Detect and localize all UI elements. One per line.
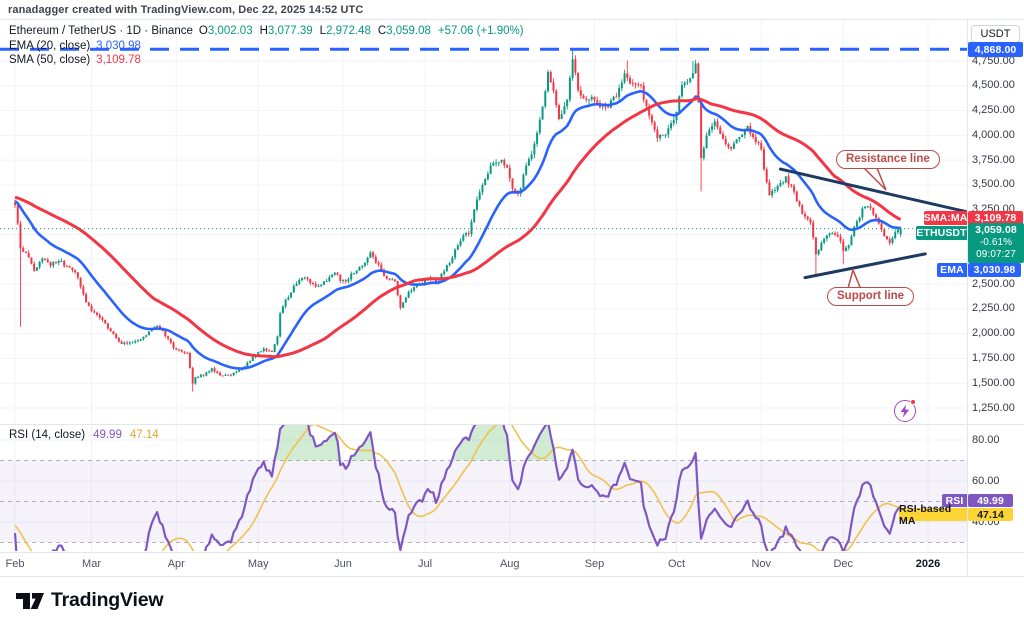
- change-value: +57.06 (+1.90%): [437, 25, 524, 38]
- time-tick-label: Nov: [751, 558, 772, 570]
- time-tick-label: Feb: [5, 558, 25, 570]
- currency-toggle-button[interactable]: USDT: [971, 25, 1020, 43]
- price-axis-border: [967, 19, 968, 576]
- price-tick-label: 1,250.00: [972, 401, 1015, 414]
- rsi-ma-badge-label: RSI-based MA: [899, 503, 967, 527]
- ohlc-values: O 3,002.03 H 3,077.39 L 2,972.48 C 3,059.08 …: [199, 25, 524, 37]
- footer-logo[interactable]: TradingView: [16, 589, 164, 612]
- close-label: C: [377, 25, 387, 38]
- open-label: O: [198, 25, 208, 38]
- ema-legend-value: 3,030.98: [96, 39, 141, 52]
- price-tick-label: 2,250.00: [972, 302, 1015, 315]
- tradingview-logo-icon: [16, 592, 44, 609]
- symbol-badge-label: ETHUSDT: [916, 226, 967, 240]
- sma-badge-label: SMA:MA: [923, 211, 968, 225]
- close-value: 3,059.08: [386, 25, 431, 38]
- lightning-icon: [900, 404, 910, 418]
- price-tick-label: 3,500.00: [972, 178, 1015, 191]
- tradingview-logo-text: TradingView: [51, 589, 164, 611]
- time-tick-label: Apr: [167, 558, 185, 570]
- high-label: H: [259, 25, 268, 38]
- price-tick-label: 4,000.00: [972, 128, 1015, 141]
- symbol-badge-countdown: 09:07:27: [976, 249, 1016, 261]
- rsi-legend[interactable]: RSI (14, close) 49.99 47.14: [9, 429, 159, 441]
- header-divider: [0, 19, 1024, 20]
- ath-price-badge: 4,868.00: [968, 42, 1023, 57]
- symbol-price-badge: 3,059.08 -0.61% 09:07:27: [968, 223, 1024, 263]
- low-value: 2,972.48: [326, 25, 371, 38]
- price-tick-label: 4,750.00: [972, 54, 1015, 67]
- sma-badge-value: 3,109.78: [968, 211, 1023, 225]
- pane-divider-rsi-time: [0, 552, 1024, 553]
- sma-legend-row[interactable]: SMA (50, close) 3,109.78: [9, 53, 524, 68]
- rsi-tick-label: 60.00: [972, 474, 1000, 487]
- attribution-text: ranadagger created with TradingView.com,…: [8, 4, 364, 16]
- rsi-legend-label: RSI (14, close): [9, 429, 86, 441]
- high-value: 3,077.39: [267, 25, 313, 38]
- time-tick-label: Jul: [417, 558, 433, 570]
- support-line-callout[interactable]: Support line: [827, 287, 915, 306]
- time-tick-label: Sep: [584, 558, 605, 570]
- rsi-badge-label: RSI: [942, 494, 967, 507]
- ema-badge-label: EMA: [937, 263, 967, 277]
- price-tick-label: 2,500.00: [972, 277, 1015, 290]
- rsi-ma-badge-value: 47.14: [968, 508, 1013, 521]
- symbol-row[interactable]: Ethereum / TetherUS · 1D · Binance O 3,00…: [9, 24, 524, 39]
- price-tick-label: 1,750.00: [972, 351, 1015, 364]
- time-axis-bottom-border: [0, 576, 1024, 577]
- rsi-ma-legend-value: 47.14: [129, 429, 159, 441]
- time-tick-label: Mar: [82, 558, 101, 570]
- boost-reactions-button[interactable]: [894, 399, 916, 422]
- symbol-title[interactable]: Ethereum / TetherUS · 1D · Binance: [9, 25, 193, 38]
- ema-badge-value: 3,030.98: [968, 263, 1021, 277]
- notification-dot: [910, 399, 916, 405]
- time-tick-label: Oct: [667, 558, 686, 570]
- low-label: L: [319, 25, 327, 38]
- time-tick-label: Aug: [499, 558, 520, 570]
- price-tick-label: 1,500.00: [972, 376, 1015, 389]
- price-tick-label: 2,000.00: [972, 327, 1015, 340]
- rsi-badge-value: 49.99: [968, 494, 1013, 507]
- price-tick-label: 4,250.00: [972, 104, 1015, 117]
- pane-divider-main-rsi[interactable]: [0, 424, 1024, 425]
- price-tick-label: 4,500.00: [972, 79, 1015, 92]
- sma-legend-value: 3,109.78: [96, 54, 141, 67]
- sma-legend-label: SMA (50, close): [9, 54, 91, 67]
- time-tick-label: 2026: [915, 558, 941, 570]
- ema-legend-row[interactable]: EMA (20, close) 3,030.98: [9, 39, 524, 54]
- time-tick-label: Jun: [334, 558, 352, 570]
- price-tick-label: 3,750.00: [972, 153, 1015, 166]
- resistance-line-callout[interactable]: Resistance line: [836, 150, 940, 169]
- symbol-badge-price: 3,059.08: [975, 224, 1017, 237]
- time-tick-label: May: [247, 558, 269, 570]
- rsi-legend-value: 49.99: [93, 429, 122, 441]
- rsi-tick-label: 80.00: [972, 433, 1000, 446]
- time-tick-label: Dec: [833, 558, 854, 570]
- ema-legend-label: EMA (20, close): [9, 39, 91, 52]
- symbol-badge-change: -0.61%: [979, 236, 1013, 248]
- chart-legend: Ethereum / TetherUS · 1D · Binance O 3,00…: [9, 24, 524, 68]
- open-value: 3,002.03: [207, 25, 253, 38]
